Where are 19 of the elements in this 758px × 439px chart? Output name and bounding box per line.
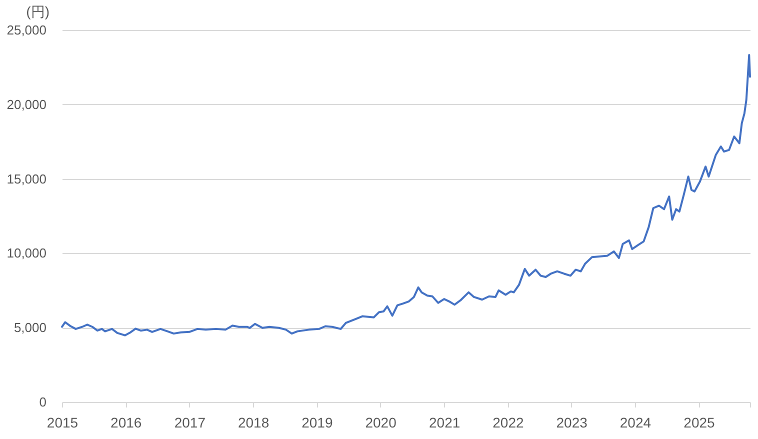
y-axis-title: (円) xyxy=(26,4,50,20)
y-tick-label: 5,000 xyxy=(14,320,46,336)
y-tick-label: 0 xyxy=(39,394,46,410)
y-tick-label: 20,000 xyxy=(6,96,46,112)
line-series xyxy=(61,54,751,336)
x-tick-label: 2017 xyxy=(174,414,206,430)
y-tick-label: 25,000 xyxy=(6,22,46,38)
y-tick-label: 15,000 xyxy=(6,171,46,186)
x-tick-label: 2015 xyxy=(46,414,78,430)
x-tick-label: 2022 xyxy=(492,414,524,430)
x-tick-label: 2019 xyxy=(302,414,333,430)
y-tick-label: 10,000 xyxy=(6,246,46,261)
x-tick-label: 2018 xyxy=(238,414,270,430)
x-tick-label: 2023 xyxy=(556,414,588,430)
x-tick-label: 2016 xyxy=(110,414,142,430)
x-tick-label: 2021 xyxy=(429,414,460,430)
x-tick-label: 2025 xyxy=(684,414,716,430)
x-tick-label: 2020 xyxy=(365,414,397,430)
x-tick-label: 2024 xyxy=(620,414,652,430)
